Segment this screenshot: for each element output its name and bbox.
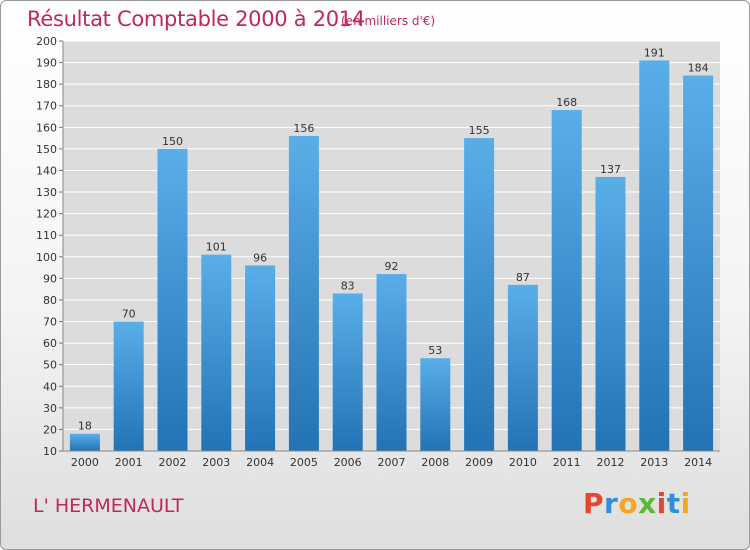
y-tick-label: 30 (43, 402, 57, 415)
bar-2008 (420, 358, 451, 451)
y-tick-label: 140 (36, 164, 57, 177)
value-label-2000: 18 (78, 420, 92, 433)
y-tick-label: 80 (43, 294, 57, 307)
logo-letter: t (666, 487, 681, 520)
logo-letter: r (604, 487, 619, 520)
value-label-2009: 155 (469, 124, 490, 137)
logo-letter: o (618, 487, 639, 520)
x-tick-label-2014: 2014 (684, 456, 712, 469)
y-tick-label: 20 (43, 423, 57, 436)
bar-2013 (639, 60, 670, 451)
value-label-2006: 83 (341, 279, 355, 292)
value-label-2008: 53 (428, 344, 442, 357)
x-tick-label-2007: 2007 (378, 456, 406, 469)
logo-letter: P (583, 487, 605, 520)
y-tick-label: 170 (36, 100, 57, 113)
y-tick-label: 40 (43, 380, 57, 393)
bar-2014 (683, 75, 714, 452)
bar-2011 (551, 110, 582, 451)
value-label-2004: 96 (253, 251, 267, 264)
x-tick-label-2000: 2000 (71, 456, 99, 469)
bar-2001 (113, 321, 144, 451)
value-label-2007: 92 (385, 260, 399, 273)
bar-2002 (157, 148, 188, 452)
value-label-2013: 191 (644, 46, 665, 59)
x-tick-label-2001: 2001 (115, 456, 143, 469)
value-label-2002: 150 (162, 135, 183, 148)
x-tick-label-2009: 2009 (465, 456, 493, 469)
bar-2009 (464, 138, 495, 451)
x-tick-label-2005: 2005 (290, 456, 318, 469)
x-tick-label-2003: 2003 (202, 456, 230, 469)
logo-letter: i (680, 487, 691, 520)
y-tick-label: 120 (36, 208, 57, 221)
bar-2010 (507, 284, 538, 451)
value-label-2003: 101 (206, 241, 227, 254)
bar-2003 (201, 254, 232, 451)
bar-2005 (288, 135, 319, 451)
y-tick-label: 10 (43, 445, 57, 458)
x-tick-label-2010: 2010 (509, 456, 537, 469)
logo-letter: x (638, 487, 657, 520)
y-tick-label: 70 (43, 316, 57, 329)
bar-2012 (595, 176, 626, 451)
y-tick-label: 50 (43, 359, 57, 372)
x-tick-label-2008: 2008 (421, 456, 449, 469)
x-tick-label-2006: 2006 (334, 456, 362, 469)
x-tick-label-2002: 2002 (159, 456, 187, 469)
logo-letter: i (656, 487, 667, 520)
x-tick-label-2013: 2013 (640, 456, 668, 469)
value-label-2010: 87 (516, 271, 530, 284)
value-label-2014: 184 (688, 62, 709, 75)
commune-name: L' HERMENAULT (33, 495, 184, 517)
x-tick-label-2004: 2004 (246, 456, 274, 469)
y-tick-label: 130 (36, 186, 57, 199)
y-tick-label: 160 (36, 121, 57, 134)
x-tick-label-2011: 2011 (553, 456, 581, 469)
y-tick-label: 60 (43, 337, 57, 350)
chart-subtitle: (en milliers d'€) (341, 14, 436, 28)
bar-2000 (69, 433, 100, 451)
y-tick-label: 150 (36, 143, 57, 156)
value-label-2011: 168 (556, 96, 577, 109)
y-tick-label: 190 (36, 57, 57, 70)
chart-title: Résultat Comptable 2000 à 2014 (27, 7, 365, 31)
y-tick-label: 100 (36, 251, 57, 264)
y-tick-label: 200 (36, 35, 57, 48)
y-tick-label: 90 (43, 272, 57, 285)
proxiti-logo: Proxiti (583, 487, 691, 520)
x-tick-label-2012: 2012 (597, 456, 625, 469)
bar-2004 (245, 265, 276, 451)
value-label-2005: 156 (293, 122, 314, 135)
y-tick-label: 110 (36, 229, 57, 242)
y-tick-label: 180 (36, 78, 57, 91)
bar-2007 (376, 274, 407, 451)
bar-2006 (332, 293, 363, 451)
value-label-2012: 137 (600, 163, 621, 176)
value-label-2001: 70 (122, 308, 136, 321)
